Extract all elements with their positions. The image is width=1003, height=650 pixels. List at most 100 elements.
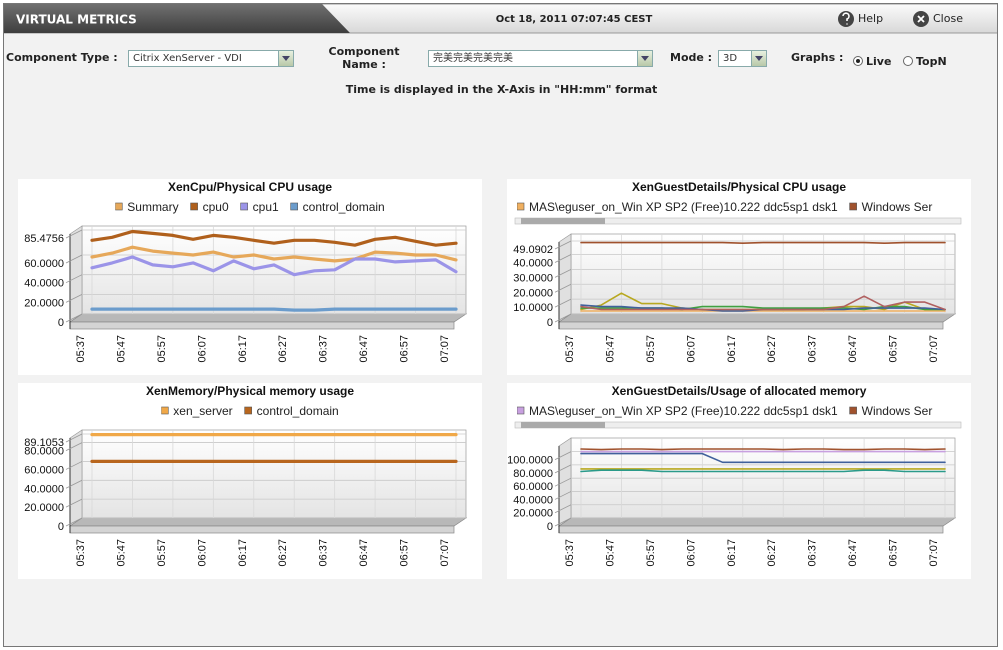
y-tick xyxy=(554,298,572,308)
x-tick-label: 07:07 xyxy=(439,539,451,567)
legend-label: Windows Ser xyxy=(862,404,933,418)
back-plane xyxy=(81,225,467,315)
x-tick-label: 06:37 xyxy=(807,335,819,363)
series-line xyxy=(90,245,458,263)
x-tick-label: 06:27 xyxy=(277,335,289,363)
y-tick-label: 40.0000 xyxy=(513,258,553,270)
series-line xyxy=(580,452,946,464)
help-label: Help xyxy=(858,12,883,25)
x-tick-label: 06:27 xyxy=(277,539,289,567)
chart-panel: XenMemory/Physical memory usage xen_serve… xyxy=(18,383,482,579)
x-scrollbar[interactable] xyxy=(69,321,455,330)
x-tick-label: 06:37 xyxy=(318,335,330,363)
y-tick-label: 85.4756 xyxy=(24,233,64,245)
x-tick-label: 05:47 xyxy=(115,335,127,363)
legend-label: control_domain xyxy=(257,404,339,418)
radio-label: Live xyxy=(866,55,891,68)
back-plane xyxy=(570,233,956,315)
y-tick xyxy=(554,313,572,323)
side-wall xyxy=(558,437,572,527)
series-line xyxy=(580,295,946,311)
x-tick-label: 06:17 xyxy=(726,335,738,363)
side-wall xyxy=(69,429,83,527)
y-tick-label: 20.0000 xyxy=(513,508,553,520)
legend-label: control_domain xyxy=(303,200,385,214)
y-tick xyxy=(65,313,83,323)
y-tick xyxy=(65,274,83,284)
legend-label: Windows Ser xyxy=(862,200,933,214)
x-tick-label: 06:07 xyxy=(196,335,208,363)
x-scrollbar[interactable] xyxy=(558,525,944,534)
x-tick-label: 06:47 xyxy=(358,539,370,567)
component-name-select[interactable]: 完美完美完美完美 xyxy=(428,50,653,67)
legend-scroll-thumb[interactable] xyxy=(521,422,605,428)
y-tick-label: 60.0000 xyxy=(24,464,64,476)
y-tick xyxy=(65,293,83,303)
x-tick-label: 07:07 xyxy=(928,335,940,363)
y-tick xyxy=(65,461,83,470)
help-icon xyxy=(838,11,854,27)
radio-label: TopN xyxy=(916,55,947,68)
legend-scrollbar xyxy=(514,421,962,429)
legend-label: xen_server xyxy=(173,404,232,418)
floor xyxy=(557,517,957,527)
y-tick xyxy=(554,491,572,500)
component-name-value: 完美完美完美完美 xyxy=(433,53,513,64)
y-tick-label: 49.0902 xyxy=(513,244,553,256)
graph-options: Live TopN xyxy=(852,50,952,69)
x-tick-label: 06:27 xyxy=(766,335,778,363)
y-tick xyxy=(554,477,572,487)
x-tick-label: 06:47 xyxy=(847,539,859,567)
chart: XenGuestDetails/Physical CPU usage MAS\eg… xyxy=(513,180,962,363)
y-tick xyxy=(554,517,572,527)
series-line xyxy=(90,255,458,277)
legend: MAS\eguser_on_Win XP SP2 (Free)10.222 dd… xyxy=(517,200,932,214)
chart: XenCpu/Physical CPU usage Summary cpu0 cpu1… xyxy=(24,180,468,363)
chart-title: XenCpu/Physical CPU usage xyxy=(168,180,332,194)
radio-circle xyxy=(903,55,913,66)
legend-swatch xyxy=(161,406,169,415)
legend-scroll-thumb[interactable] xyxy=(521,218,605,224)
legend-label: MAS\eguser_on_Win XP SP2 (Free)10.222 dd… xyxy=(529,200,838,214)
legend-swatch xyxy=(190,202,198,211)
side-wall xyxy=(558,233,572,323)
y-tick xyxy=(65,479,83,489)
floor xyxy=(68,313,468,323)
legend-swatch xyxy=(240,202,248,211)
legend-label: cpu1 xyxy=(253,200,279,214)
x-tick-label: 06:47 xyxy=(847,335,859,363)
series-line xyxy=(90,229,458,247)
component-type-select[interactable]: Citrix XenServer - VDI xyxy=(128,50,294,67)
y-tick-label: 40.0000 xyxy=(24,278,64,290)
radio-dot xyxy=(856,58,860,63)
x-tick-label: 06:17 xyxy=(237,539,249,567)
legend-swatch xyxy=(115,202,123,211)
x-tick-label: 06:07 xyxy=(685,539,697,567)
y-tick xyxy=(65,229,83,239)
x-scrollbar[interactable] xyxy=(69,525,455,534)
radio-option[interactable]: Live xyxy=(852,53,902,69)
chart-title: XenGuestDetails/Physical CPU usage xyxy=(632,180,846,194)
y-tick xyxy=(554,464,572,474)
x-tick-label: 06:07 xyxy=(196,539,208,567)
x-tick-label: 07:07 xyxy=(439,335,451,363)
x-scrollbar[interactable] xyxy=(558,321,944,330)
close-button[interactable]: Close xyxy=(913,11,963,27)
y-tick xyxy=(65,254,83,264)
y-tick-label: 60.0000 xyxy=(513,481,553,493)
x-tick-label: 06:57 xyxy=(888,539,900,567)
help-button[interactable]: Help xyxy=(838,11,883,27)
x-tick-label: 06:27 xyxy=(766,539,778,567)
x-tick-label: 05:47 xyxy=(115,539,127,567)
axis-format-note: Time is displayed in the X-Axis in "HH:m… xyxy=(345,83,658,96)
chart: XenMemory/Physical memory usage xen_serve… xyxy=(24,384,468,567)
mode-select[interactable]: 3D xyxy=(718,50,767,67)
chart-panel: XenCpu/Physical CPU usage Summary cpu0 cpu1… xyxy=(18,179,482,375)
radio-option[interactable]: TopN xyxy=(902,53,952,69)
side-wall xyxy=(69,225,83,323)
legend: MAS\eguser_on_Win XP SP2 (Free)10.222 dd… xyxy=(517,404,932,418)
legend-swatch xyxy=(517,202,525,211)
component-name-label: Component Name : xyxy=(328,45,400,71)
legend-scrollbar xyxy=(514,217,962,225)
y-tick-label: 20.0000 xyxy=(24,297,64,309)
